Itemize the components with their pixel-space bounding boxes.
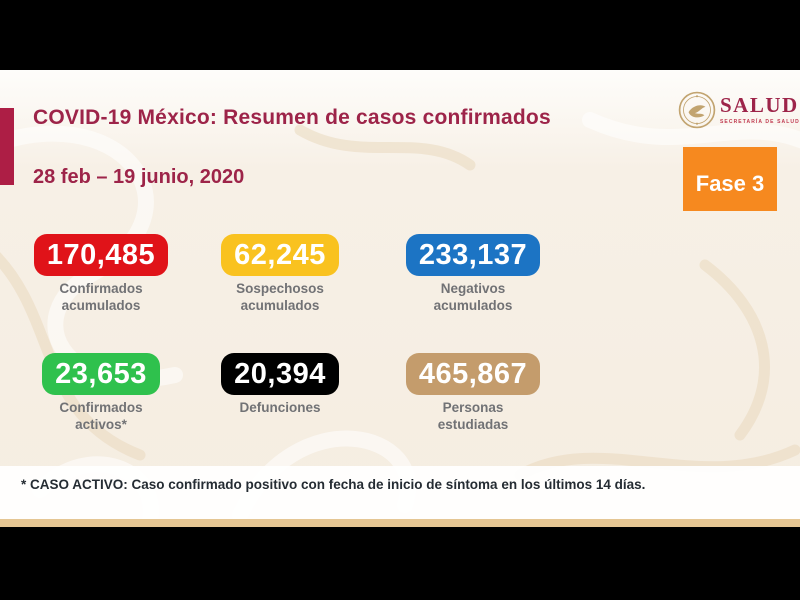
- letterbox-top: [0, 0, 800, 70]
- logo-subtitle: SECRETARÍA DE SALUD: [720, 119, 800, 125]
- date-range: 28 feb – 19 junio, 2020: [33, 166, 245, 188]
- left-accent-stripe: [0, 108, 14, 185]
- stat-label: Negativos acumulados: [433, 281, 513, 313]
- stat-confirmados-acumulados: 170,485 Confirmados acumulados: [16, 234, 186, 315]
- stat-label: Personas estudiadas: [437, 400, 509, 432]
- phase-badge: Fase 3: [683, 147, 777, 211]
- stat-label: Sospechosos acumulados: [236, 281, 324, 313]
- stat-personas-estudiadas: 465,867 Personas estudiadas: [388, 353, 558, 434]
- footnote-band: [0, 466, 800, 519]
- phase-badge-label: Fase 3: [695, 171, 765, 196]
- salud-logo: SALUD SECRETARÍA DE SALUD: [678, 91, 799, 129]
- page-title: COVID-19 México: Resumen de casos confir…: [33, 106, 551, 129]
- stat-pill: 20,394: [221, 353, 339, 395]
- stat-pill: 233,137: [405, 234, 541, 276]
- stat-label: Confirmados acumulados: [59, 281, 143, 313]
- stat-confirmados-activos: 23,653 Confirmados activos*: [16, 353, 186, 434]
- eagle-seal-icon: [678, 91, 716, 129]
- stat-pill: 465,867: [405, 353, 541, 395]
- footnote: * CASO ACTIVO: Caso confirmado positivo …: [21, 477, 646, 492]
- stat-label: Defunciones: [239, 400, 321, 415]
- stat-defunciones: 20,394 Defunciones: [195, 353, 365, 417]
- stat-pill: 170,485: [33, 234, 169, 276]
- bottom-tan-strip: [0, 519, 800, 527]
- logo-wordmark: SALUD: [720, 93, 799, 117]
- stat-label: Confirmados activos*: [59, 400, 143, 432]
- stat-negativos-acumulados: 233,137 Negativos acumulados: [388, 234, 558, 315]
- letterbox-bottom: [0, 527, 800, 600]
- slide: COVID-19 México: Resumen de casos confir…: [0, 70, 800, 519]
- logo-text: SALUD SECRETARÍA DE SALUD: [720, 93, 800, 126]
- stat-pill: 23,653: [42, 353, 160, 395]
- stat-pill: 62,245: [221, 234, 339, 276]
- stat-sospechosos-acumulados: 62,245 Sospechosos acumulados: [195, 234, 365, 315]
